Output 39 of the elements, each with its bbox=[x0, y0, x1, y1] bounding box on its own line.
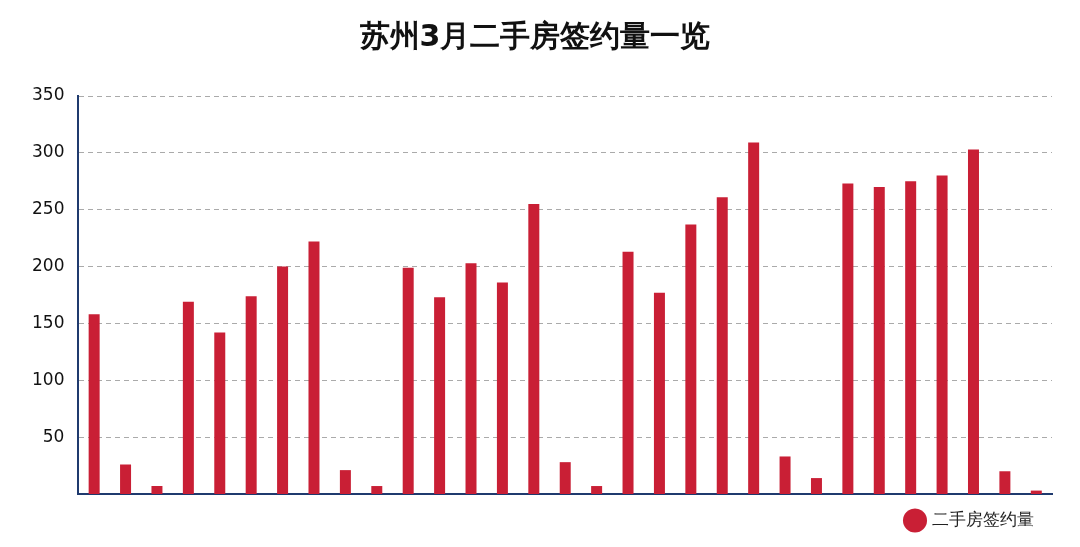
bar bbox=[716, 197, 728, 494]
bar bbox=[810, 478, 822, 494]
bar bbox=[214, 332, 226, 494]
bar bbox=[88, 314, 100, 494]
bar bbox=[182, 301, 194, 494]
bar bbox=[496, 282, 508, 494]
bar bbox=[873, 186, 885, 494]
y-tick-label: 350 bbox=[31, 84, 65, 105]
bar bbox=[905, 181, 917, 494]
bar bbox=[277, 266, 289, 494]
y-tick-label: 200 bbox=[31, 254, 65, 275]
y-tick-label: 50 bbox=[42, 425, 65, 446]
bar bbox=[967, 149, 979, 494]
chart-title: 苏州3月二手房签约量一览 bbox=[358, 17, 711, 53]
bar bbox=[371, 486, 383, 494]
bar bbox=[653, 292, 665, 494]
bar bbox=[842, 183, 854, 494]
bar bbox=[465, 263, 477, 494]
bar bbox=[591, 486, 603, 494]
y-tick-label: 100 bbox=[31, 368, 65, 389]
bar bbox=[779, 456, 791, 494]
bar bbox=[402, 267, 414, 494]
legend-label: 二手房签约量 bbox=[932, 508, 1034, 529]
bar bbox=[245, 296, 257, 494]
bar bbox=[434, 297, 446, 494]
y-tick-label: 150 bbox=[31, 311, 65, 332]
bar bbox=[622, 251, 634, 494]
bar bbox=[120, 464, 132, 494]
bar bbox=[936, 175, 948, 494]
bar bbox=[339, 470, 351, 494]
bar bbox=[308, 241, 320, 494]
bar bbox=[748, 142, 760, 494]
bar bbox=[999, 471, 1011, 494]
y-tick-label: 250 bbox=[31, 198, 65, 219]
y-tick-label: 300 bbox=[31, 141, 65, 162]
bar bbox=[685, 224, 697, 494]
bar bbox=[151, 486, 163, 494]
bar bbox=[559, 462, 571, 494]
bar bbox=[528, 204, 540, 494]
